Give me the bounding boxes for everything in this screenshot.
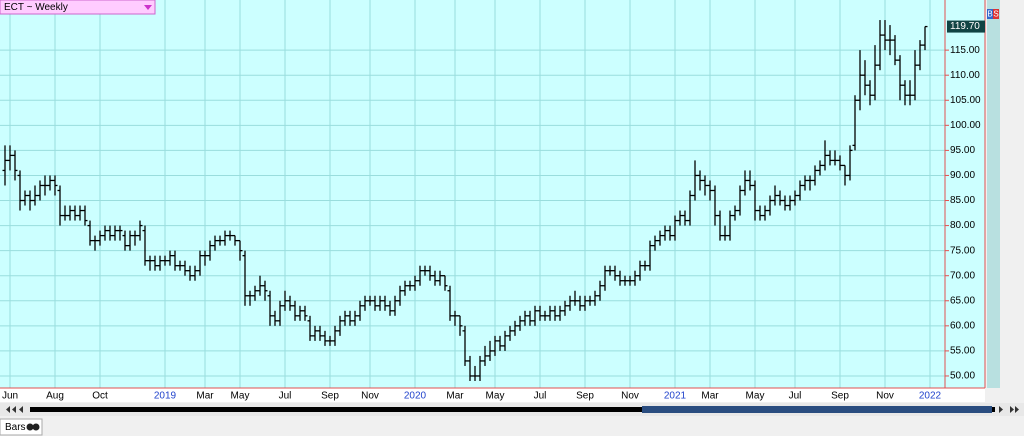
y-tick-label: 75.00: [950, 245, 975, 256]
tab-icon: [26, 423, 34, 431]
plot-area: [0, 0, 985, 388]
scroll-end[interactable]: [1010, 406, 1019, 413]
tab-icon: [32, 423, 40, 431]
scroll-thumb[interactable]: [642, 406, 992, 413]
x-tick-label: Jul: [789, 391, 802, 402]
x-tick-label: Mar: [196, 391, 214, 402]
y-tick-label: 85.00: [950, 195, 975, 206]
right-panel: [987, 0, 1000, 388]
sell-button[interactable]: [993, 9, 999, 19]
x-tick-label: 2020: [404, 391, 427, 402]
sell-label: S: [993, 10, 998, 19]
x-tick-label: Jun: [2, 391, 18, 402]
y-tick-label: 80.00: [950, 220, 975, 231]
last-price-label: 119.70: [950, 21, 980, 32]
y-tick-label: 50.00: [950, 371, 975, 382]
x-tick-label: Aug: [46, 391, 64, 402]
x-tick-label: 2022: [919, 391, 942, 402]
y-tick-label: 100.00: [950, 120, 981, 131]
x-tick-label: Jul: [279, 391, 292, 402]
title-box[interactable]: [0, 0, 156, 15]
tab[interactable]: [0, 418, 43, 436]
scroll-start[interactable]: [6, 406, 16, 413]
y-tick-label: 115.00: [950, 45, 980, 56]
y-tick-label: 105.00: [950, 95, 981, 106]
x-tick-label: Sep: [321, 391, 339, 402]
scroll-left[interactable]: [19, 406, 23, 413]
tab-label: Bars: [5, 422, 26, 433]
chart-title: ECT ~ Weekly: [4, 2, 68, 13]
x-tick-label: 2021: [664, 391, 687, 402]
last-price-box: [947, 20, 985, 33]
scroll-right[interactable]: [999, 406, 1003, 413]
scroll-track[interactable]: [30, 407, 995, 412]
x-tick-label: Mar: [446, 391, 464, 402]
x-tick-label: Nov: [361, 391, 379, 402]
x-tick-label: May: [231, 391, 250, 402]
x-tick-label: Nov: [621, 391, 639, 402]
x-tick-label: May: [746, 391, 765, 402]
y-tick-label: 70.00: [950, 270, 975, 281]
x-tick-label: May: [486, 391, 505, 402]
y-tick-label: 110.00: [950, 70, 980, 81]
y-tick-label: 65.00: [950, 295, 975, 306]
x-tick-label: Mar: [701, 391, 719, 402]
y-tick-label: 90.00: [950, 170, 975, 181]
buy-label: B: [987, 10, 992, 19]
y-tick-label: 60.00: [950, 320, 975, 331]
x-tick-label: 2019: [154, 391, 177, 402]
y-tick-label: 95.00: [950, 145, 975, 156]
x-tick-label: Nov: [876, 391, 894, 402]
x-axis-strip: [0, 388, 985, 402]
dropdown-arrow[interactable]: [144, 5, 152, 10]
y-tick-label: 55.00: [950, 346, 975, 357]
buy-button[interactable]: [987, 9, 993, 19]
x-tick-label: Oct: [92, 391, 108, 402]
x-tick-label: Jul: [534, 391, 547, 402]
x-tick-label: Sep: [831, 391, 849, 402]
x-tick-label: Sep: [576, 391, 594, 402]
